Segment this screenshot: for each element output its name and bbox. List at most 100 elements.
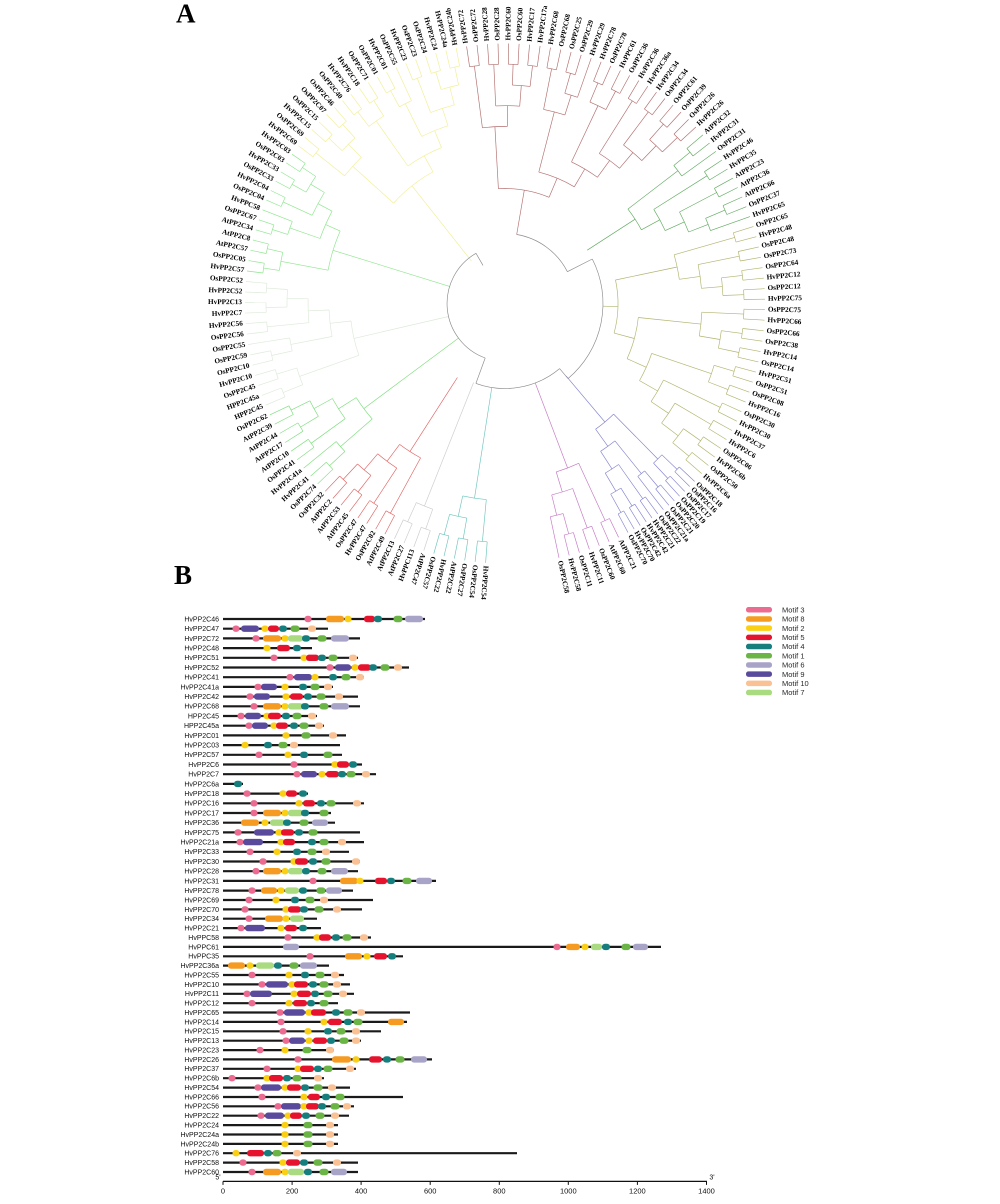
svg-text:OsPP2C72: OsPP2C72 <box>469 8 481 42</box>
svg-text:HvPP2C65: HvPP2C65 <box>184 1010 219 1017</box>
svg-text:HvPP2C01: HvPP2C01 <box>184 733 219 740</box>
svg-text:HvPP2C78: HvPP2C78 <box>184 888 219 895</box>
svg-text:OsPP2C12: OsPP2C12 <box>767 282 801 292</box>
svg-text:HvPP2C72: HvPP2C72 <box>184 636 219 643</box>
svg-text:HvPP2C13: HvPP2C13 <box>184 1038 219 1045</box>
svg-text:OsPP2C60: OsPP2C60 <box>515 7 525 41</box>
svg-text:HvPP2C16: HvPP2C16 <box>184 801 219 808</box>
svg-text:HvPPC58: HvPPC58 <box>188 935 219 942</box>
svg-text:600: 600 <box>424 1186 437 1195</box>
svg-text:Motif 7: Motif 7 <box>782 688 805 697</box>
svg-text:A: A <box>176 0 196 29</box>
svg-text:HvPP2C12: HvPP2C12 <box>184 1001 219 1008</box>
svg-text:OsPP2C54: OsPP2C54 <box>467 564 479 598</box>
svg-text:HvPP2C33: HvPP2C33 <box>184 849 219 856</box>
svg-text:HvPP2C75: HvPP2C75 <box>184 830 219 837</box>
svg-text:OsPP2C75: OsPP2C75 <box>768 305 802 314</box>
svg-text:HvPP2C56: HvPP2C56 <box>209 319 244 330</box>
svg-text:HvPP2C30: HvPP2C30 <box>184 859 219 866</box>
svg-text:HvPP2C10: HvPP2C10 <box>184 982 219 989</box>
svg-text:3': 3' <box>709 1174 714 1181</box>
svg-text:Motif 8: Motif 8 <box>782 615 805 624</box>
svg-text:HvPPC35: HvPPC35 <box>188 954 219 961</box>
svg-text:HvPP2C66: HvPP2C66 <box>767 316 802 326</box>
svg-text:400: 400 <box>355 1186 368 1195</box>
svg-text:HvPP2C7: HvPP2C7 <box>188 772 219 779</box>
svg-text:OsPP2C56: OsPP2C56 <box>210 330 244 342</box>
svg-text:HvPP2C46: HvPP2C46 <box>184 616 219 623</box>
svg-text:Motif 6: Motif 6 <box>782 661 805 670</box>
svg-text:HvPP2C14: HvPP2C14 <box>184 1019 219 1026</box>
svg-text:1000: 1000 <box>560 1186 577 1195</box>
svg-text:B: B <box>174 560 192 590</box>
svg-text:HvPP2C47: HvPP2C47 <box>184 626 219 633</box>
svg-text:HvPP2C56: HvPP2C56 <box>184 1104 219 1111</box>
svg-text:200: 200 <box>286 1186 299 1195</box>
svg-text:HvPP2C41a: HvPP2C41a <box>180 684 219 691</box>
svg-text:Motif 1: Motif 1 <box>782 651 805 660</box>
svg-text:HvPP2C54: HvPP2C54 <box>184 1085 219 1092</box>
svg-text:HvPP2C7: HvPP2C7 <box>212 309 243 318</box>
svg-text:HvPP2C58: HvPP2C58 <box>184 1160 219 1167</box>
svg-text:HvPP2C22: HvPP2C22 <box>184 1113 219 1120</box>
svg-text:HvPP2C03: HvPP2C03 <box>184 743 219 750</box>
svg-text:HvPP2C60: HvPP2C60 <box>504 6 512 40</box>
svg-text:Motif 4: Motif 4 <box>782 642 805 651</box>
svg-text:HvPPC61: HvPPC61 <box>188 944 219 951</box>
svg-text:HvPP2C18: HvPP2C18 <box>184 791 219 798</box>
svg-text:OsPP2C28: OsPP2C28 <box>493 7 502 41</box>
svg-text:HvPP2C23: HvPP2C23 <box>184 1048 219 1055</box>
svg-text:Motif 10: Motif 10 <box>782 679 809 688</box>
svg-text:HvPP2C11: HvPP2C11 <box>185 991 219 998</box>
svg-text:HvPP2C68: HvPP2C68 <box>184 704 219 711</box>
svg-text:HvPP2C28: HvPP2C28 <box>481 7 491 42</box>
svg-text:HvPP2C66: HvPP2C66 <box>184 1094 219 1101</box>
svg-text:HPP2C45: HPP2C45 <box>188 713 219 720</box>
svg-text:800: 800 <box>493 1186 506 1195</box>
svg-text:HvPP2C57: HvPP2C57 <box>184 752 219 759</box>
svg-text:HvPP2C76: HvPP2C76 <box>184 1151 219 1158</box>
svg-text:HvPP2C60: HvPP2C60 <box>184 1169 219 1176</box>
svg-text:HvPP2C6: HvPP2C6 <box>188 762 219 769</box>
svg-text:HvPP2C34: HvPP2C34 <box>184 916 219 923</box>
svg-text:HvPP2C15: HvPP2C15 <box>184 1029 219 1036</box>
svg-text:HvPP2C55: HvPP2C55 <box>184 972 219 979</box>
svg-text:0: 0 <box>221 1186 225 1195</box>
svg-text:HvPP2C17: HvPP2C17 <box>526 7 537 42</box>
svg-text:HvPP2C26: HvPP2C26 <box>184 1057 219 1064</box>
svg-text:HvPP2C42: HvPP2C42 <box>184 694 219 701</box>
svg-text:HvPP2C41: HvPP2C41 <box>184 675 219 682</box>
svg-text:HvPP2C54: HvPP2C54 <box>479 566 490 601</box>
svg-text:HPP2C45a: HPP2C45a <box>184 723 219 730</box>
svg-text:HvPP2C6a: HvPP2C6a <box>184 781 219 788</box>
svg-text:1400: 1400 <box>698 1186 715 1195</box>
svg-text:HvPP2C70: HvPP2C70 <box>184 907 219 914</box>
svg-text:HvPP2C37: HvPP2C37 <box>184 1066 219 1073</box>
svg-text:HvPP2C51: HvPP2C51 <box>184 655 219 662</box>
svg-text:HvPP2C52: HvPP2C52 <box>208 286 243 295</box>
svg-text:HvPP2C13: HvPP2C13 <box>208 298 242 306</box>
svg-text:OsPP2C52: OsPP2C52 <box>210 274 244 285</box>
svg-text:HvPP2C36a: HvPP2C36a <box>180 963 219 970</box>
svg-text:Motif 3: Motif 3 <box>782 605 805 614</box>
svg-text:1200: 1200 <box>629 1186 646 1195</box>
svg-text:HvPP2C24b: HvPP2C24b <box>180 1141 219 1148</box>
svg-text:OsPP2C66: OsPP2C66 <box>766 327 800 338</box>
svg-text:HvPP2C31: HvPP2C31 <box>184 878 219 885</box>
svg-text:Motif 5: Motif 5 <box>782 633 805 642</box>
svg-text:HvPP2C17: HvPP2C17 <box>184 810 219 817</box>
svg-text:HvPP2C6b: HvPP2C6b <box>184 1076 219 1083</box>
svg-text:HvPP2C24: HvPP2C24 <box>184 1123 219 1130</box>
svg-text:Motif 2: Motif 2 <box>782 624 805 633</box>
svg-text:HvPP2C21: HvPP2C21 <box>184 926 219 933</box>
svg-text:5': 5' <box>215 1174 220 1181</box>
svg-text:HvPP2C21a: HvPP2C21a <box>180 840 219 847</box>
svg-text:HvPP2C36: HvPP2C36 <box>184 820 219 827</box>
svg-text:HvPP2C28: HvPP2C28 <box>184 869 219 876</box>
svg-text:HvPP2C69: HvPP2C69 <box>184 897 219 904</box>
svg-text:HvPP2C75: HvPP2C75 <box>768 294 802 303</box>
svg-text:HvPP2C52: HvPP2C52 <box>184 665 219 672</box>
svg-text:Motif 9: Motif 9 <box>782 670 805 679</box>
svg-text:HvPP2C48: HvPP2C48 <box>184 646 219 653</box>
svg-text:HvPP2C24a: HvPP2C24a <box>180 1132 219 1139</box>
